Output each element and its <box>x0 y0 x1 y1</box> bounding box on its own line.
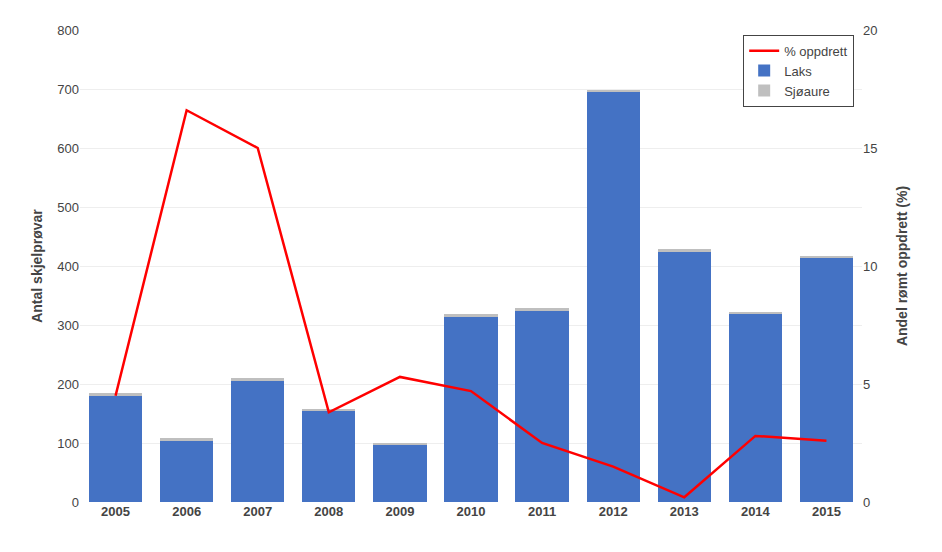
svg-text:400: 400 <box>57 259 79 274</box>
svg-text:10: 10 <box>863 259 877 274</box>
svg-text:20: 20 <box>863 23 877 38</box>
svg-text:2006: 2006 <box>172 504 201 519</box>
svg-text:0: 0 <box>863 495 870 510</box>
svg-text:800: 800 <box>57 23 79 38</box>
svg-text:Andel rømt oppdrett (%): Andel rømt oppdrett (%) <box>894 186 910 346</box>
svg-text:2012: 2012 <box>599 504 628 519</box>
svg-text:5: 5 <box>863 377 870 392</box>
svg-text:100: 100 <box>57 436 79 451</box>
svg-text:300: 300 <box>57 318 79 333</box>
svg-text:500: 500 <box>57 200 79 215</box>
svg-text:2015: 2015 <box>812 504 841 519</box>
svg-text:2008: 2008 <box>314 504 343 519</box>
svg-text:2014: 2014 <box>741 504 771 519</box>
svg-text:Laks: Laks <box>784 64 812 79</box>
svg-text:200: 200 <box>57 377 79 392</box>
svg-text:2010: 2010 <box>457 504 486 519</box>
svg-text:% oppdrett: % oppdrett <box>784 44 847 59</box>
svg-text:2009: 2009 <box>385 504 414 519</box>
svg-text:2011: 2011 <box>528 504 556 519</box>
svg-text:Sjøaure: Sjøaure <box>784 84 830 99</box>
svg-text:0: 0 <box>72 495 79 510</box>
svg-text:15: 15 <box>863 141 877 156</box>
svg-text:2013: 2013 <box>670 504 699 519</box>
svg-text:2005: 2005 <box>101 504 130 519</box>
svg-text:2007: 2007 <box>243 504 272 519</box>
svg-text:600: 600 <box>57 141 79 156</box>
svg-text:Antal skjelprøvar: Antal skjelprøvar <box>29 209 45 323</box>
svg-text:700: 700 <box>57 82 79 97</box>
